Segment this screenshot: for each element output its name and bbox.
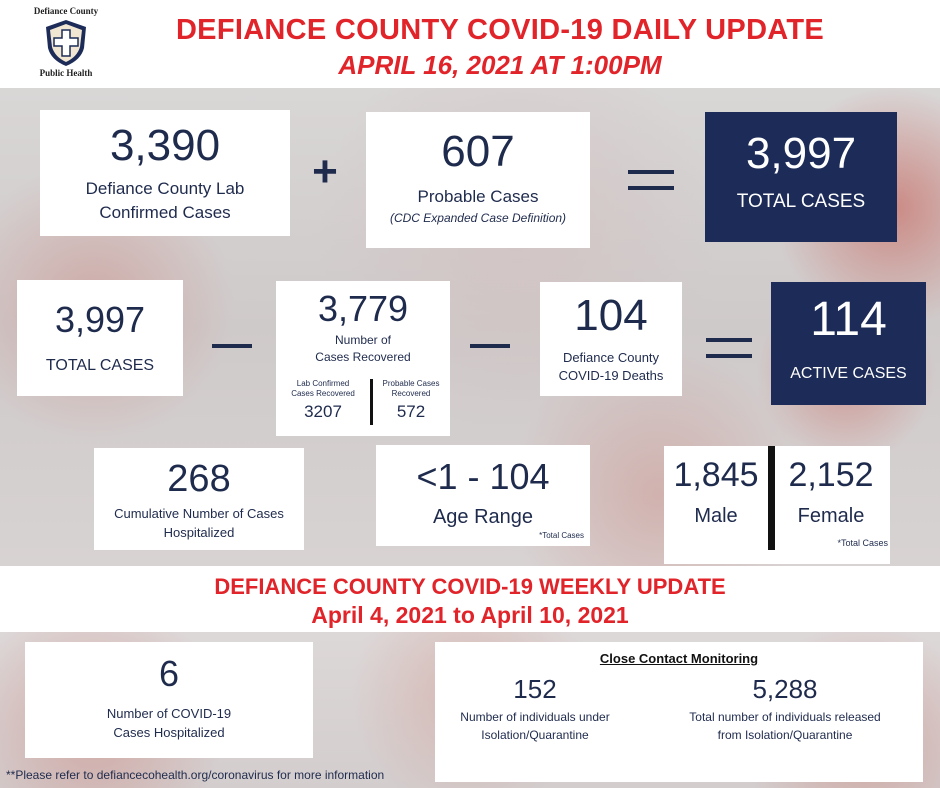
released-stat: 5,288 Total number of individuals releas… xyxy=(665,676,905,743)
equals-sign-1 xyxy=(628,170,674,190)
male-stat: 1,845 Male xyxy=(664,458,768,529)
total-cases-value-2: 3,997 xyxy=(54,299,146,340)
weekly-date-range: April 4, 2021 to April 10, 2021 xyxy=(311,602,629,628)
deaths-card: 104 Defiance County COVID-19 Deaths xyxy=(540,282,682,396)
lab-confirmed-value: 3,390 xyxy=(109,121,221,170)
logo-org-name: Defiance County xyxy=(33,6,99,16)
lab-confirmed-card: 3,390 Defiance County Lab Confirmed Case… xyxy=(40,110,290,236)
released-label-1: Total number of individuals released xyxy=(689,710,881,724)
sex-divider xyxy=(768,446,775,550)
shield-cross-icon xyxy=(46,20,86,66)
logo: Defiance County Public Health xyxy=(20,6,112,84)
close-contact-card: Close Contact Monitoring 152 Number of i… xyxy=(435,642,923,782)
probable-label: Probable Cases xyxy=(417,187,539,206)
weekly-hospitalized-label-1: Number of COVID-19 xyxy=(106,706,232,721)
female-label: Female xyxy=(797,505,865,527)
deaths-value: 104 xyxy=(574,291,648,340)
deaths-label-2: COVID-19 Deaths xyxy=(558,368,664,384)
age-range-card: <1 - 104 Age Range *Total Cases xyxy=(376,445,590,546)
recovered-divider xyxy=(370,379,373,425)
probable-value: 607 xyxy=(441,127,515,176)
isolation-label-2: Isolation/Quarantine xyxy=(481,728,589,742)
female-stat: 2,152 Female xyxy=(778,458,884,529)
lab-confirmed-label-2: Confirmed Cases xyxy=(99,203,231,223)
age-range-value: <1 - 104 xyxy=(416,456,550,497)
hospitalized-cumulative-label-1: Cumulative Number of Cases xyxy=(114,506,284,521)
plus-sign: + xyxy=(312,147,338,196)
sex-breakdown-card: 1,845 Male 2,152 Female *Total Cases xyxy=(664,446,890,564)
minus-sign-2 xyxy=(470,344,510,348)
probable-recovered-value: 572 xyxy=(396,402,426,421)
weekly-hospitalized-label-2: Cases Hospitalized xyxy=(113,725,225,741)
total-cases-value-1: 3,997 xyxy=(745,129,857,178)
released-label-2: from Isolation/Quarantine xyxy=(717,728,853,742)
lab-recovered-label-2: Cases Recovered xyxy=(291,389,355,398)
footnote: **Please refer to defiancecohealth.org/c… xyxy=(6,768,385,782)
recovered-value: 3,779 xyxy=(317,288,409,329)
active-cases-label: ACTIVE CASES xyxy=(790,365,907,382)
female-value: 2,152 xyxy=(788,456,874,494)
probable-recovered-label-2: Recovered xyxy=(391,389,431,398)
recovered-breakdown: Lab Confirmed Cases Recovered 3207 Proba… xyxy=(284,379,442,427)
minus-sign-1 xyxy=(212,344,252,348)
recovered-label-1: Number of xyxy=(334,333,392,347)
page-title: DEFIANCE COUNTY COVID-19 DAILY UPDATE xyxy=(175,14,825,46)
total-cases-card-1: 3,997 TOTAL CASES xyxy=(705,112,897,242)
logo-org-sub: Public Health xyxy=(39,68,93,78)
deaths-label-1: Defiance County xyxy=(562,350,660,365)
weekly-hospitalized-value: 6 xyxy=(158,653,180,694)
sex-note: *Total Cases xyxy=(837,538,888,548)
lab-confirmed-label-1: Defiance County Lab xyxy=(85,179,245,198)
close-contact-heading: Close Contact Monitoring xyxy=(599,651,759,666)
male-value: 1,845 xyxy=(673,456,759,494)
probable-note: (CDC Expanded Case Definition) xyxy=(389,211,567,226)
recovered-label-2: Cases Recovered xyxy=(315,350,411,364)
lab-recovered-label-1: Lab Confirmed xyxy=(296,379,350,388)
released-value: 5,288 xyxy=(752,674,818,704)
probable-recovered: Probable Cases Recovered 572 xyxy=(376,379,446,420)
isolation-label-1: Number of individuals under xyxy=(460,710,610,724)
male-label: Male xyxy=(694,505,738,527)
active-cases-card: 114 ACTIVE CASES xyxy=(771,282,926,405)
weekly-title: DEFIANCE COUNTY COVID-19 WEEKLY UPDATE xyxy=(214,574,726,599)
hospitalized-cumulative-card: 268 Cumulative Number of Cases Hospitali… xyxy=(94,448,304,550)
probable-card: 607 Probable Cases (CDC Expanded Case De… xyxy=(366,112,590,248)
isolation-stat: 152 Number of individuals under Isolatio… xyxy=(435,676,635,743)
equals-sign-2 xyxy=(706,338,752,358)
total-cases-label-2: TOTAL CASES xyxy=(45,357,155,374)
hospitalized-cumulative-value: 268 xyxy=(167,458,231,500)
age-range-label: Age Range xyxy=(432,506,534,528)
active-cases-value: 114 xyxy=(810,293,887,346)
weekly-hospitalized-card: 6 Number of COVID-19 Cases Hospitalized xyxy=(25,642,313,758)
page-date: APRIL 16, 2021 AT 1:00PM xyxy=(338,50,662,80)
hospitalized-cumulative-label-2: Hospitalized xyxy=(163,525,235,541)
total-cases-label-1: TOTAL CASES xyxy=(736,191,866,212)
recovered-card: 3,779 Number of Cases Recovered Lab Conf… xyxy=(276,281,450,436)
lab-recovered: Lab Confirmed Cases Recovered 3207 xyxy=(284,379,362,420)
header xyxy=(0,0,940,88)
age-range-note: *Total Cases xyxy=(539,531,584,540)
probable-recovered-label-1: Probable Cases xyxy=(382,379,440,388)
total-cases-card-2: 3,997 TOTAL CASES xyxy=(17,280,183,396)
isolation-value: 152 xyxy=(513,674,557,704)
lab-recovered-value: 3207 xyxy=(304,402,342,421)
